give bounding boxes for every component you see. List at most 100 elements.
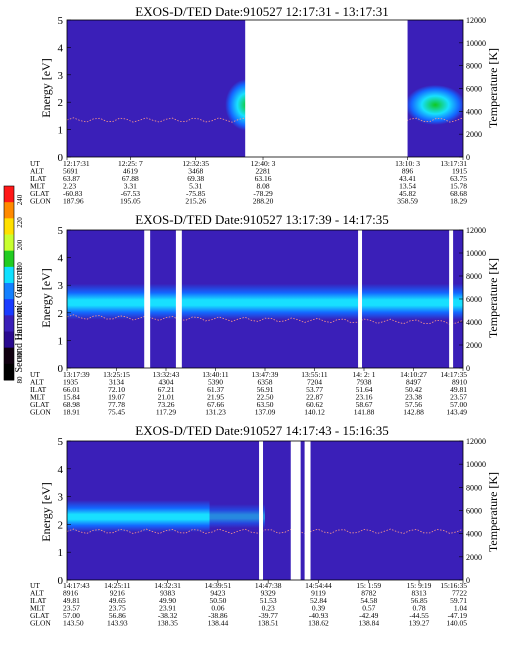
ephemeris-value: -44.55 (409, 611, 429, 620)
ephemeris-value: 57.56 (405, 400, 422, 409)
ephemeris-value: 0.78 (412, 604, 425, 613)
ephemeris-value: 139.27 (409, 619, 430, 628)
ephemeris-value: 15.84 (63, 393, 80, 402)
ephemeris-value: 140.12 (304, 408, 325, 417)
ephemeris-value: 896 (402, 167, 414, 176)
ephemeris-value: 8910 (452, 378, 467, 387)
y2-tick-label: 10000 (466, 39, 486, 48)
ephemeris-value: 0.57 (362, 604, 375, 613)
ephemeris-value: 3.31 (124, 182, 137, 191)
ephemeris-value: 9383 (160, 589, 175, 598)
ephemeris-value: 5.31 (189, 182, 202, 191)
y-tick-label: 2 (58, 308, 64, 320)
ephemeris-value: 3468 (188, 167, 203, 176)
y2-tick-label: 8000 (466, 62, 482, 71)
ephemeris-value: 0.39 (312, 604, 325, 613)
y2-tick-label: 12000 (466, 437, 486, 446)
ephemeris-value: 63.16 (255, 174, 272, 183)
ephemeris-row-label: GLON (30, 408, 51, 417)
y2-tick-label: 2000 (466, 341, 482, 350)
colorbar-tick-label: 160 (16, 284, 24, 295)
colorbar-tick-label: 100 (16, 352, 24, 363)
ephemeris-value: 15.78 (450, 182, 467, 191)
colorbar-frame (3, 185, 15, 381)
ephemeris-value: 8.08 (256, 182, 269, 191)
ephemeris-value: 13:25:15 (103, 370, 130, 379)
ephemeris-value: 19.07 (108, 393, 125, 402)
colorbar-swatch (4, 266, 14, 284)
ephemeris-value: 1935 (63, 378, 78, 387)
ephemeris-value: 23.91 (159, 604, 176, 613)
ephemeris-value: 59.71 (450, 596, 467, 605)
panel-2-ylabel: Energy [eV] (39, 268, 53, 327)
ephemeris-value: 68.68 (450, 189, 467, 198)
panel-2-y2label: Temperature [K] (486, 258, 500, 338)
ephemeris-value: 4619 (123, 167, 138, 176)
ephemeris-value: 51.64 (356, 385, 373, 394)
y-tick-label: 3 (58, 70, 64, 82)
ephemeris-value: 23.38 (405, 393, 422, 402)
ephemeris-value: 53.77 (306, 385, 323, 394)
ephemeris-value: -60.83 (63, 189, 83, 198)
ephemeris-value: 1915 (452, 167, 467, 176)
y-tick-label: 0 (58, 575, 64, 587)
ephemeris-value: -78.29 (253, 189, 273, 198)
ephemeris-value: 66.01 (63, 385, 80, 394)
ephemeris-value: 15: 1:59 (356, 581, 381, 590)
ephemeris-value: 43.41 (399, 174, 416, 183)
panel-3: EXOS-D/TED Date:910527 14:17:43 - 15:16:… (30, 423, 500, 628)
ephemeris-value: 8782 (361, 589, 376, 598)
ephemeris-value: 69.38 (187, 174, 204, 183)
colorbar-swatch (4, 283, 14, 300)
ephemeris-value: 68.98 (63, 400, 80, 409)
ephemeris-value: 49.90 (159, 596, 176, 605)
ephemeris-value: 23.75 (109, 604, 126, 613)
ephemeris-value: 77.78 (108, 400, 125, 409)
ephemeris-value: 49.81 (63, 596, 80, 605)
y2-tick-label: 0 (466, 576, 470, 585)
y-tick-label: 2 (58, 97, 64, 109)
ephemeris-value: 67.88 (122, 174, 139, 183)
ephemeris-value: 13:40:11 (202, 370, 229, 379)
ephemeris-row-label: ALT (30, 589, 44, 598)
ephemeris-value: 141.88 (354, 408, 375, 417)
ephemeris-value: 51.53 (260, 596, 277, 605)
y-tick-label: 4 (58, 42, 64, 54)
data-gap (449, 230, 454, 368)
ephemeris-value: 63.50 (257, 400, 274, 409)
ephemeris-value: 15: 9:19 (407, 581, 432, 590)
ephemeris-value: 50.42 (405, 385, 422, 394)
ephemeris-value: 358.59 (397, 197, 418, 206)
ephemeris-value: 72.10 (108, 385, 125, 394)
y2-tick-label: 10000 (466, 249, 486, 258)
ephemeris-value: 7938 (357, 378, 372, 387)
panel-3-y2label: Temperature [K] (486, 472, 500, 552)
ephemeris-row-label: MLT (30, 182, 46, 191)
ephemeris-value: 8313 (412, 589, 427, 598)
ephemeris-value: 8497 (406, 378, 421, 387)
y2-tick-label: 4000 (466, 318, 482, 327)
y-tick-label: 0 (58, 363, 64, 375)
y-tick-label: 1 (58, 125, 64, 137)
ephemeris-row-label: ALT (30, 378, 44, 387)
ephemeris-row-label: ILAT (30, 174, 47, 183)
ephemeris-value: 49.81 (450, 385, 467, 394)
energy-band (67, 500, 210, 533)
ephemeris-value: 12:17:31 (63, 159, 90, 168)
ephemeris-value: 57.00 (63, 611, 80, 620)
y2-tick-label: 10000 (466, 460, 486, 469)
ephemeris-value: 14:25:11 (104, 581, 131, 590)
ephemeris-value: 14:32:31 (154, 581, 181, 590)
ephemeris-value: 67.21 (158, 385, 175, 394)
colorbar-tick-label: 140 (16, 307, 24, 318)
colorbar-swatch (4, 250, 14, 268)
ephemeris-value: -39.77 (258, 611, 278, 620)
ephemeris-value: 195.05 (120, 197, 141, 206)
colorbar-tick-label: 220 (16, 217, 24, 228)
ephemeris-value: 7204 (307, 378, 322, 387)
ephemeris-value: 13.54 (399, 182, 416, 191)
ephemeris-value: 9423 (210, 589, 225, 598)
colorbar-swatch (4, 186, 14, 203)
ephemeris-value: 23.57 (450, 393, 467, 402)
